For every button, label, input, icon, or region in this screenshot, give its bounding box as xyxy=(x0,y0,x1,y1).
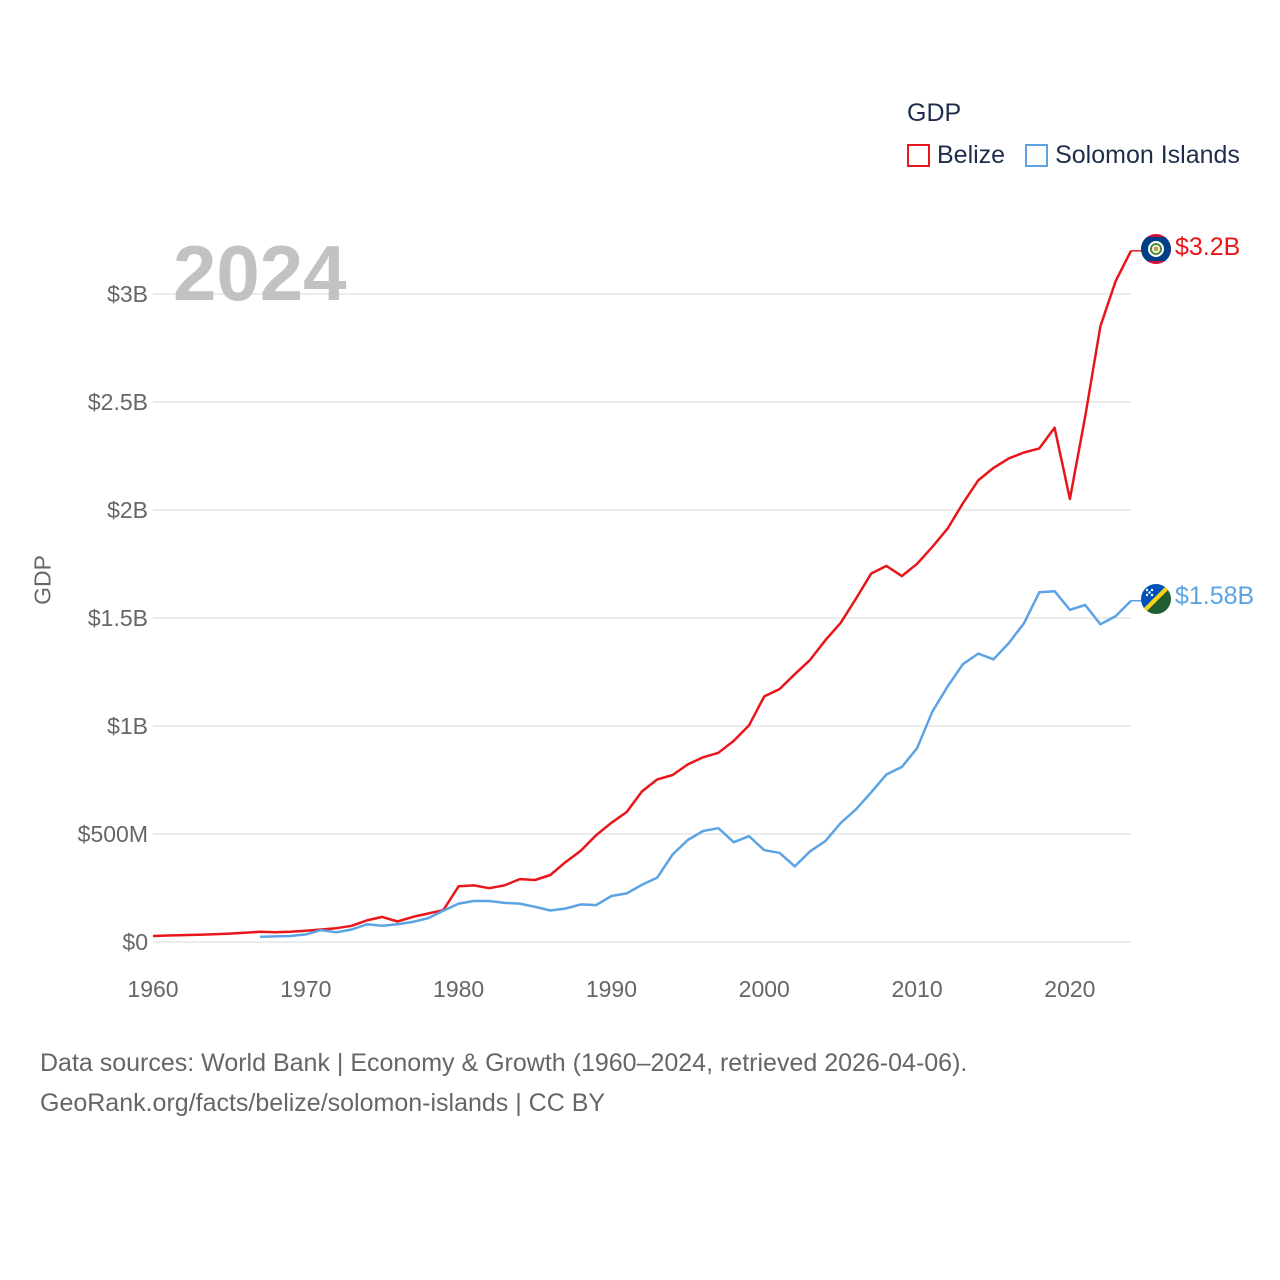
axes: $0 $500M $1B $1.5B $2B $2.5B $3B 1960 1970 1980 19… xyxy=(78,281,1096,1002)
x-tick-label: 1960 xyxy=(127,976,178,1002)
x-tick-label: 1970 xyxy=(280,976,331,1002)
legend: Belize Solomon Islands xyxy=(907,141,1260,170)
x-tick-label: 2020 xyxy=(1044,976,1095,1002)
end-label-belize: $3.2B xyxy=(1175,233,1241,261)
x-tick-label: 2000 xyxy=(739,976,790,1002)
y-tick-label: $2B xyxy=(107,497,148,523)
series-line-belize[interactable] xyxy=(152,250,1133,938)
y-tick-label: $0 xyxy=(122,929,148,955)
footer-url-line[interactable]: GeoRank.org/facts/belize/solomon-islands… xyxy=(40,1089,606,1117)
y-tick-label: $1.5B xyxy=(88,605,148,631)
legend-label-solomon-islands: Solomon Islands xyxy=(1055,141,1240,169)
legend-item-belize[interactable]: Belize xyxy=(907,141,1005,170)
y-tick-label: $500M xyxy=(78,821,148,847)
x-tick-label: 1980 xyxy=(433,976,484,1002)
solomon-islands-flag-icon xyxy=(1141,584,1171,614)
legend-label-belize: Belize xyxy=(937,141,1006,169)
end-label-solomon-islands: $1.58B xyxy=(1175,582,1255,610)
footer-sources-line: Data sources: World Bank | Economy & Gro… xyxy=(40,1049,968,1077)
x-tick-label: 1990 xyxy=(586,976,637,1002)
y-tick-label: $1B xyxy=(107,713,148,739)
series-lines xyxy=(152,250,1143,939)
series-line-solomon-islands[interactable] xyxy=(259,589,1132,939)
legend-item-solomon-islands[interactable]: Solomon Islands xyxy=(1025,141,1240,170)
y-axis-title: GDP xyxy=(29,555,56,605)
current-year-label: 2024 xyxy=(173,229,347,317)
legend-swatch-solomon-islands xyxy=(1025,144,1049,167)
x-tick-label: 2010 xyxy=(891,976,942,1002)
belize-flag-icon xyxy=(1141,234,1171,264)
gridlines xyxy=(153,293,1131,943)
legend-swatch-belize xyxy=(907,144,930,167)
footer-source: Data sources: World Bank | Economy & Gro… xyxy=(40,1043,967,1123)
legend-title: GDP xyxy=(907,99,962,127)
y-tick-label: $3B xyxy=(107,281,148,307)
y-tick-label: $2.5B xyxy=(88,389,148,415)
